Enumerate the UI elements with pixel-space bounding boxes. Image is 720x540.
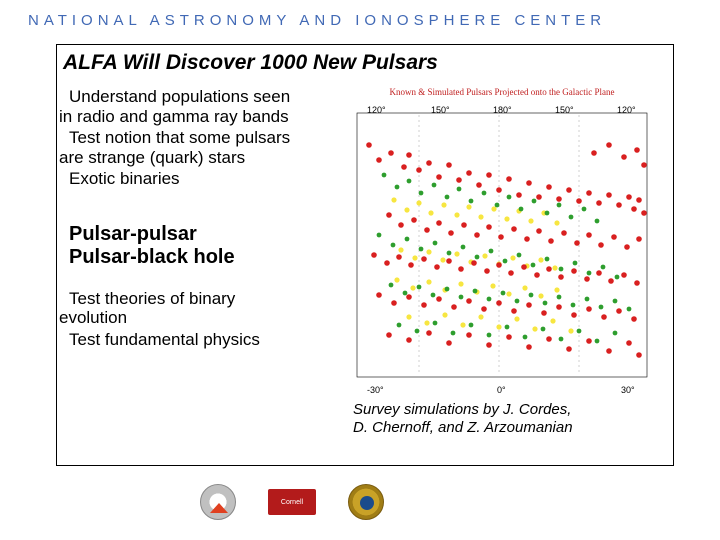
- bold-line-2: Pulsar-black hole: [69, 246, 341, 269]
- bullet-5-line-1: Test fundamental physics: [59, 330, 341, 350]
- scatter-svg: [349, 105, 655, 385]
- org-header: NATIONAL ASTRONOMY AND IONOSPHERE CENTER: [0, 0, 720, 29]
- bullet-4-line-1: Test theories of binary: [59, 289, 341, 309]
- bullet-3-line-1: Exotic binaries: [59, 169, 341, 189]
- chart-credit: Survey simulations by J. Cordes, D. Cher…: [349, 401, 659, 437]
- bullet-1-line-1: Understand populations seen: [59, 87, 341, 107]
- slide-content: ALFA Will Discover 1000 New Pulsars Unde…: [56, 44, 674, 466]
- body-row: Understand populations seen in radio and…: [57, 79, 673, 437]
- bullet-2-line-1: Test notion that some pulsars: [59, 128, 341, 148]
- bullet-1: Understand populations seen in radio and…: [59, 87, 341, 126]
- bold-line-1: Pulsar-pulsar: [69, 223, 341, 246]
- bullet-4-line-2: evolution: [59, 308, 127, 327]
- cornell-logo-icon: Cornell: [268, 489, 316, 515]
- bullet-1-line-2: in radio and gamma ray bands: [59, 107, 289, 126]
- scatter-chart: Known & Simulated Pulsars Projected onto…: [349, 87, 655, 397]
- bullet-2: Test notion that some pulsars are strang…: [59, 128, 341, 167]
- bullet-2-line-2: are strange (quark) stars: [59, 148, 245, 167]
- right-column: Known & Simulated Pulsars Projected onto…: [349, 87, 659, 437]
- bullet-3: Exotic binaries: [59, 169, 341, 189]
- nsf-logo-icon: [348, 484, 384, 520]
- bold-list: Pulsar-pulsar Pulsar-black hole: [69, 223, 341, 269]
- bullet-5: Test fundamental physics: [59, 330, 341, 350]
- ytick-0: -30°: [367, 385, 384, 395]
- chart-title: Known & Simulated Pulsars Projected onto…: [349, 87, 655, 97]
- ytick-1: 0°: [497, 385, 506, 395]
- credit-line-1: Survey simulations by J. Cordes,: [353, 401, 659, 419]
- footer-logos: Cornell: [200, 484, 384, 520]
- left-column: Understand populations seen in radio and…: [59, 87, 349, 437]
- slide-title: ALFA Will Discover 1000 New Pulsars: [57, 45, 673, 79]
- credit-line-2: D. Chernoff, and Z. Arzoumanian: [353, 419, 659, 437]
- ytick-2: 30°: [621, 385, 635, 395]
- bullet-4: Test theories of binary evolution: [59, 289, 341, 328]
- naic-logo-icon: [200, 484, 236, 520]
